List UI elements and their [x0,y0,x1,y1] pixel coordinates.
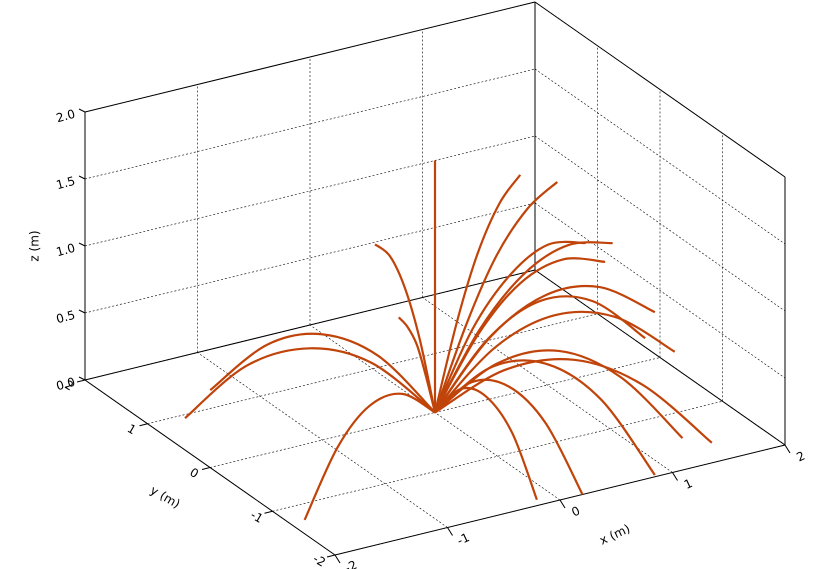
z-tick-label: 0.0 [55,375,77,393]
tick-mark [784,444,791,454]
z-tick-label: 2.0 [55,107,77,125]
tick-mark [139,423,148,427]
trajectory [434,310,676,414]
x-tick-label: 2 [794,449,807,465]
y-tick-label: -1 [248,508,265,526]
grid-line [534,135,786,312]
trajectory [184,347,436,419]
trajectory [433,174,522,413]
y-axis-title: y (m) [148,483,183,511]
trajectory [374,243,437,413]
trajectory [434,358,713,444]
z-tick-label: 0.5 [55,308,77,326]
trajectory [209,332,436,414]
tick-mark [334,554,341,564]
tick-mark [447,527,453,536]
axis-frame [84,1,536,113]
axis-frame [534,269,786,446]
x-tick-label: -2 [342,558,359,569]
grid-line [84,202,536,314]
trajectory [433,240,586,413]
tick-mark [78,175,86,180]
grid-line [197,352,448,528]
trajectory [397,316,437,413]
y-tick-label: -2 [311,552,328,569]
axis-frame [84,269,536,381]
trajectory [303,392,436,521]
x-tick-label: 1 [682,476,695,492]
tick-mark [672,472,678,481]
z-tick-label: 1.5 [55,174,77,192]
grid-line [534,202,786,379]
trajectory [434,386,538,501]
tick-mark [78,242,86,247]
axis-frame [534,1,786,178]
grid-line [209,357,661,468]
tick-mark [559,499,566,509]
z-tick-label: 1.0 [55,241,77,259]
grid-line [84,68,536,180]
tick-mark [264,510,273,514]
x-tick-label: -1 [455,530,472,548]
trajectory [434,257,606,414]
grid-line [147,313,598,425]
tick-mark [201,467,211,470]
y-tick-label: 1 [125,421,139,437]
x-axis-title: x (m) [597,521,632,547]
y-tick-label: 0 [187,465,201,481]
tick-mark [78,309,86,314]
tick-mark [78,108,86,113]
grid-line [272,400,723,512]
tick-mark [78,376,86,381]
grid-line [84,135,536,247]
tick-mark [326,554,336,558]
z-axis-title: z (m) [28,230,42,261]
trajectory [434,349,684,439]
grid-line [422,297,673,473]
trajectory [433,181,558,413]
tick-mark [76,379,86,383]
grid-line [534,68,786,245]
trajectory [434,295,646,414]
x-tick-label: 0 [569,504,582,520]
